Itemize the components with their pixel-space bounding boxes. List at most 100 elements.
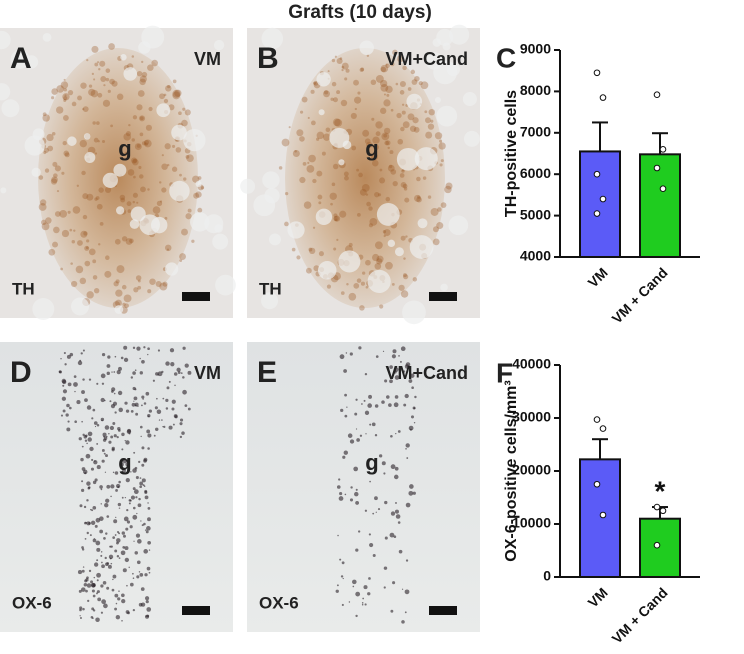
stained-cell <box>92 408 96 412</box>
stain-fiber <box>164 244 172 252</box>
stained-cell <box>92 480 97 485</box>
stain-fiber <box>385 63 390 69</box>
stain-fiber <box>385 140 391 146</box>
stained-cell <box>74 390 76 393</box>
stained-cell <box>358 346 362 350</box>
stain-fiber <box>299 136 305 142</box>
stained-cell <box>138 571 141 573</box>
stained-cell <box>112 578 114 581</box>
stained-cell <box>148 409 152 413</box>
stained-cell <box>93 460 98 465</box>
stain-fiber <box>374 241 383 250</box>
stained-cell <box>83 435 87 439</box>
stain-fiber <box>62 93 70 101</box>
stained-cell <box>77 360 83 366</box>
stained-cell <box>148 549 151 551</box>
stained-cell <box>141 478 146 483</box>
stain-fiber <box>141 60 144 64</box>
data-point <box>659 507 667 515</box>
stain-fiber <box>427 123 435 130</box>
stained-cell <box>169 348 175 353</box>
stained-cell <box>87 437 92 442</box>
stain-fiber <box>427 195 432 199</box>
stained-cell <box>355 488 358 491</box>
stain-fiber <box>147 289 152 294</box>
stain-fiber <box>432 226 439 233</box>
stained-cell <box>337 534 339 537</box>
stain-fiber <box>185 155 190 159</box>
stained-cell <box>155 427 159 432</box>
stain-fiber <box>55 106 64 114</box>
stained-cell <box>84 521 87 525</box>
stain-fiber <box>151 59 158 67</box>
stain-fiber <box>92 275 98 280</box>
stained-cell <box>147 433 152 438</box>
stained-cell <box>408 379 413 383</box>
stain-fiber <box>50 178 58 185</box>
stained-cell <box>84 472 87 475</box>
stain-fiber <box>316 137 320 141</box>
stain-fiber <box>125 131 131 137</box>
stain-fiber <box>370 79 377 86</box>
stained-cell <box>141 359 145 364</box>
stain-fiber <box>380 83 389 92</box>
stained-cell <box>84 537 87 540</box>
stained-cell <box>81 445 84 448</box>
vacuole <box>139 214 160 236</box>
stain-fiber <box>80 230 88 238</box>
stained-cell <box>126 584 128 587</box>
stain-fiber <box>152 206 161 214</box>
stained-cell <box>101 564 105 569</box>
stained-cell <box>136 575 140 579</box>
stain-fiber <box>399 173 405 178</box>
stain-fiber <box>76 184 79 187</box>
stained-cell <box>147 517 151 522</box>
stained-cell <box>82 349 85 352</box>
stain-fiber <box>327 70 330 73</box>
stained-cell <box>144 529 147 531</box>
stained-cell <box>363 399 366 402</box>
stained-cell <box>63 351 66 355</box>
vacuole <box>0 30 11 50</box>
stain-label: TH <box>12 279 35 298</box>
stained-cell <box>96 590 100 594</box>
stained-cell <box>187 370 192 375</box>
stain-fiber <box>38 203 47 211</box>
stain-fiber <box>362 129 370 137</box>
stained-cell <box>128 566 130 569</box>
vacuole <box>446 62 461 77</box>
stain-fiber <box>183 177 187 181</box>
stained-cell <box>148 571 151 574</box>
stain-fiber <box>116 93 124 101</box>
stained-cell <box>92 594 96 598</box>
stained-cell <box>79 504 83 508</box>
vacuole <box>462 92 477 107</box>
stained-cell <box>382 350 385 353</box>
stained-cell <box>107 564 112 569</box>
stain-fiber <box>422 176 427 180</box>
stained-cell <box>137 503 142 508</box>
stain-fiber <box>278 166 283 170</box>
vacuole <box>195 180 202 187</box>
stained-cell <box>349 439 355 444</box>
vacuole <box>24 135 45 156</box>
stain-fiber <box>308 154 316 163</box>
vacuole <box>171 124 187 141</box>
stain-fiber <box>416 176 421 182</box>
stained-cell <box>156 409 162 415</box>
stain-fiber <box>354 96 362 104</box>
stain-fiber <box>330 202 333 206</box>
stained-cell <box>121 593 125 598</box>
stained-cell <box>81 488 85 493</box>
stained-cell <box>398 549 403 554</box>
stain-fiber <box>400 126 405 132</box>
stain-fiber <box>96 121 100 125</box>
stain-fiber <box>387 146 390 150</box>
stained-cell <box>339 558 342 561</box>
stained-cell <box>157 349 161 352</box>
data-point <box>593 480 601 488</box>
y-tick-label: 30000 <box>512 409 551 425</box>
stain-fiber <box>430 207 439 216</box>
region-label: g <box>118 136 131 161</box>
stain-fiber <box>438 142 446 150</box>
